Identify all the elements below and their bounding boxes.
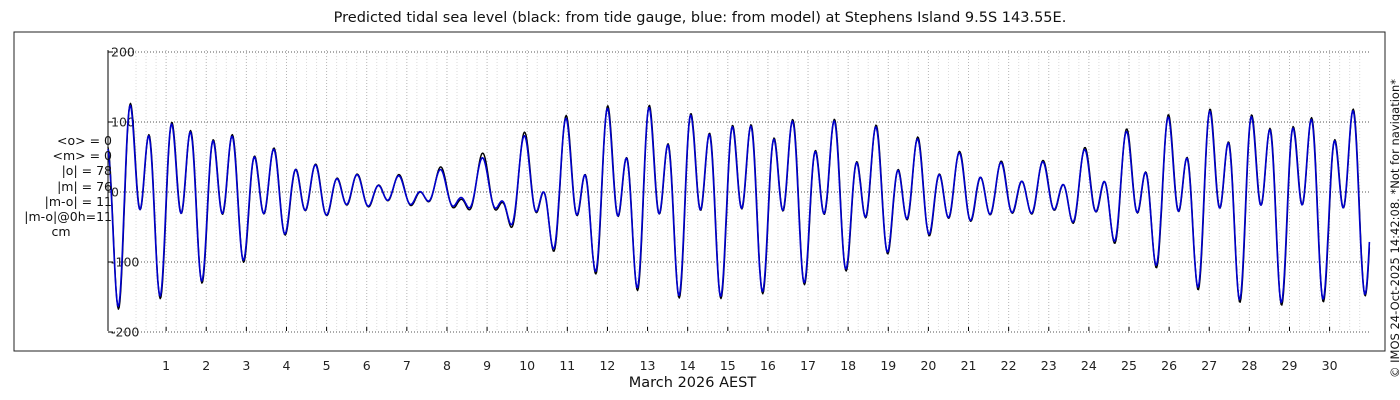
x-tick-label: 25: [1121, 358, 1137, 373]
x-tick-label: 3: [242, 358, 250, 373]
x-tick-label: 6: [363, 358, 371, 373]
x-tick-label: 5: [323, 358, 331, 373]
x-tick-label: 15: [720, 358, 736, 373]
y-tick-label: -200: [111, 325, 139, 340]
y-tick-label: 0: [111, 185, 119, 200]
stat-abs-obs: |o| = 78: [61, 163, 112, 179]
statistics-panel: <o> = 0 <m> = 0 |o| = 78 |m| = 76 |m-o| …: [10, 133, 112, 239]
x-tick-label: 16: [760, 358, 776, 373]
y-tick-label: 100: [111, 115, 135, 130]
x-tick-label: 29: [1282, 358, 1298, 373]
x-tick-label: 27: [1201, 358, 1217, 373]
x-tick-label: 7: [403, 358, 411, 373]
x-tick-label: 8: [443, 358, 451, 373]
x-tick-label: 14: [680, 358, 696, 373]
x-tick-label: 19: [880, 358, 896, 373]
x-tick-label: 17: [800, 358, 816, 373]
stat-mean-model: <m> = 0: [52, 148, 113, 164]
x-tick-label: 21: [961, 358, 977, 373]
x-tick-label: 26: [1161, 358, 1177, 373]
x-tick-label: 9: [483, 358, 491, 373]
chart-title: Predicted tidal sea level (black: from t…: [333, 10, 1067, 26]
series-line-model: [107, 104, 1371, 308]
stat-abs-diff-0h: |m-o|@0h=11: [24, 209, 112, 225]
x-tick-label: 30: [1322, 358, 1338, 373]
y-axis: 200 100 0 -100 -200: [108, 45, 139, 340]
stat-abs-model: |m| = 76: [57, 178, 112, 194]
x-tick-label: 2: [202, 358, 210, 373]
x-tick-label: 10: [519, 358, 535, 373]
copyright-watermark: © IMOS 24-Oct-2025 14:42:08. *Not for na…: [1388, 79, 1400, 378]
x-tick-label: 18: [840, 358, 856, 373]
outer-frame: [13, 31, 1386, 352]
x-tick-label: 11: [559, 358, 575, 373]
x-tick-label: 28: [1241, 358, 1257, 373]
x-tick-label: 12: [599, 358, 615, 373]
stat-abs-diff: |m-o| = 11: [44, 193, 112, 209]
x-tick-label: 24: [1081, 358, 1097, 373]
x-tick-label: 13: [640, 358, 656, 373]
x-tick-label: 4: [283, 358, 291, 373]
x-tick-label: 20: [920, 358, 936, 373]
y-tick-label: 200: [111, 45, 135, 60]
x-tick-label: 22: [1001, 358, 1017, 373]
x-axis: 1 2 3 4 5 6 7 8 9 10 11 12 13 14 15 16 17 18 19 20 21 22 23 24 2…: [162, 327, 1338, 373]
y-tick-label: -100: [111, 255, 139, 270]
x-tick-label: 23: [1041, 358, 1057, 373]
x-tick-label: 1: [162, 358, 170, 373]
x-axis-label: March 2026 AEST: [628, 375, 757, 391]
plot-lines: [107, 102, 1371, 310]
stat-mean-obs: <o> = 0: [57, 133, 112, 148]
stat-unit: cm: [51, 224, 71, 240]
grid: [108, 50, 1370, 333]
